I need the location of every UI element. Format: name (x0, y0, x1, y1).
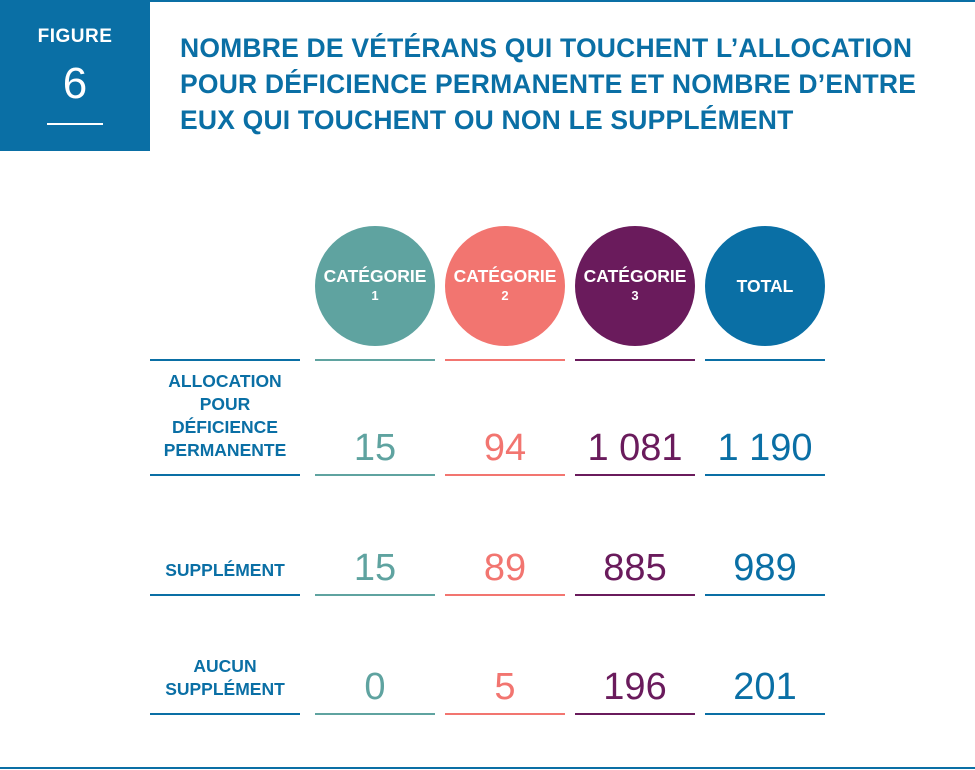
value-cell-rule (315, 594, 435, 596)
header-rule (705, 359, 825, 361)
top-rule (0, 0, 975, 2)
value-cell-rule (445, 713, 565, 715)
value-cell: 196 (603, 666, 667, 708)
value-cell: 89 (483, 547, 527, 589)
column-header-circle: TOTAL (705, 226, 825, 346)
value-cell-rule (575, 713, 695, 715)
value-cell: 0 (364, 666, 386, 708)
column-header-number: 1 (371, 288, 379, 303)
column-header-circle: CATÉGORIE 1 (315, 226, 435, 346)
column-header-label: TOTAL (736, 276, 794, 296)
column-header-number: 3 (631, 288, 639, 303)
row-label-rule (150, 594, 300, 596)
value-cell-rule (315, 713, 435, 715)
row-label: AUCUN SUPPLÉMENT (150, 655, 300, 701)
value-cell: 94 (483, 427, 527, 469)
column-header-circle: CATÉGORIE 2 (445, 226, 565, 346)
value-cell: 15 (353, 547, 397, 589)
value-cell: 989 (733, 547, 797, 589)
value-cell: 1 190 (717, 427, 813, 469)
figure-underline (47, 123, 103, 125)
column-header-circle: CATÉGORIE 3 (575, 226, 695, 346)
column-header-number: 2 (501, 288, 509, 303)
row-label-line: PERMANENTE (163, 440, 287, 460)
header-rule-label-column (150, 359, 300, 361)
column-header-label: CATÉGORIE (453, 266, 557, 286)
value-cell-rule (575, 594, 695, 596)
value-cell-rule (445, 594, 565, 596)
row-label: ALLOCATION POUR DÉFICIENCE PERMANENTE (150, 370, 300, 462)
header-rule (445, 359, 565, 361)
row-label-line: DÉFICIENCE (172, 417, 278, 437)
row-label-line: POUR (199, 394, 251, 414)
value-cell: 201 (733, 666, 797, 708)
figure-badge: FIGURE 6 (0, 0, 150, 151)
row-label-rule (150, 474, 300, 476)
row-label-line: SUPPLÉMENT (165, 679, 285, 699)
value-cell: 15 (353, 427, 397, 469)
column-header-label: CATÉGORIE (323, 266, 427, 286)
row-label-line: ALLOCATION (168, 371, 282, 391)
figure-number: 6 (62, 59, 88, 108)
figure-label: FIGURE (37, 26, 113, 47)
bottom-rule (0, 767, 975, 769)
chart-title: NOMBRE DE VÉTÉRANS QUI TOUCHENT L’ALLOCA… (180, 33, 917, 135)
header-rule (575, 359, 695, 361)
row-label: SUPPLÉMENT (150, 540, 300, 582)
row-label-line: SUPPLÉMENT (165, 560, 285, 580)
value-cell-rule (445, 474, 565, 476)
column-header-label: CATÉGORIE (583, 266, 687, 286)
value-cell-rule (575, 474, 695, 476)
value-cell-rule (705, 594, 825, 596)
value-cell-rule (315, 474, 435, 476)
value-cell: 5 (494, 666, 516, 708)
value-cell: 1 081 (587, 427, 683, 469)
header-rule (315, 359, 435, 361)
row-label-line: AUCUN (193, 656, 257, 676)
value-cell: 885 (603, 547, 667, 589)
row-label-rule (150, 713, 300, 715)
value-cell-rule (705, 474, 825, 476)
value-cell-rule (705, 713, 825, 715)
